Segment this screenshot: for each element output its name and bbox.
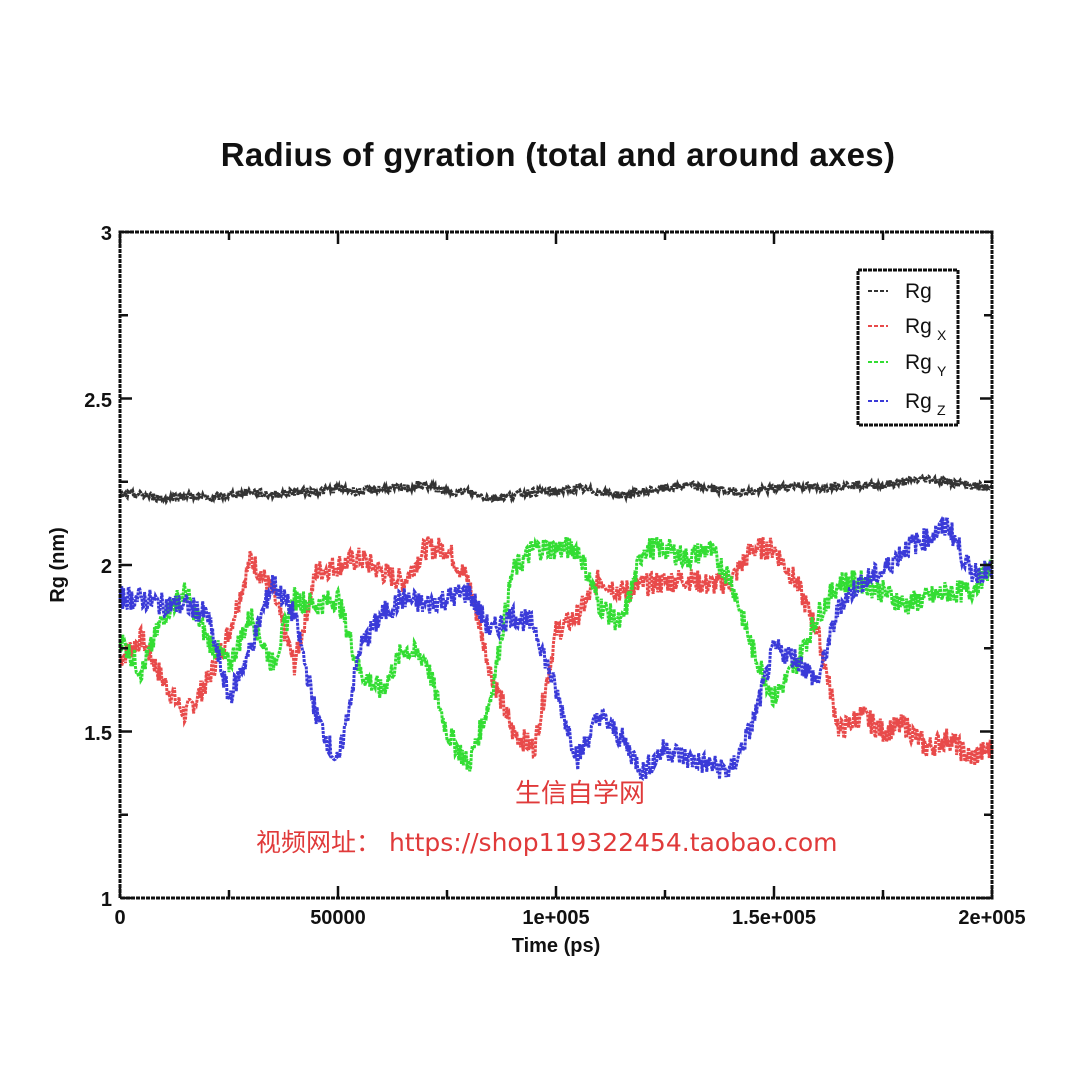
watermark-site-name: 生信自学网 xyxy=(514,779,645,809)
x-axis-label: Time (ps) xyxy=(512,935,601,957)
x-tick-label: 2e+005 xyxy=(958,907,1025,929)
watermark-url: 视频网址： https://shop119322454.taobao.com xyxy=(256,828,838,857)
legend-label-rgx: Rg xyxy=(905,315,932,338)
y-tick-label: 3 xyxy=(101,223,112,245)
series-line-rgx xyxy=(118,536,994,767)
legend: Rg Rg X Rg Y Rg Z xyxy=(856,268,960,427)
axis-ticks xyxy=(118,230,994,900)
legend-sub-rgy: Y xyxy=(937,363,947,379)
x-tick-label: 1.5e+005 xyxy=(732,907,816,929)
legend-label-rgz: Rg xyxy=(905,390,932,413)
series-layer xyxy=(118,473,994,782)
x-tick-label: 0 xyxy=(114,907,125,929)
legend-label-rgy: Rg xyxy=(905,351,932,374)
legend-sub-rgx: X xyxy=(937,327,947,343)
y-tick-label: 2 xyxy=(101,556,112,578)
series-line-rgz xyxy=(118,515,994,782)
legend-box xyxy=(856,268,960,427)
y-tick-label: 1 xyxy=(101,889,112,911)
y-axis-label: Rg (nm) xyxy=(47,527,69,603)
legend-label-rg: Rg xyxy=(905,280,932,303)
x-tick-label: 50000 xyxy=(310,907,366,929)
chart-title: Radius of gyration (total and around axe… xyxy=(220,136,896,173)
series-line-rgy xyxy=(118,535,993,772)
y-tick-label: 1.5 xyxy=(84,723,112,745)
y-tick-label: 2.5 xyxy=(84,390,112,412)
x-tick-label: 1e+005 xyxy=(522,907,589,929)
legend-sub-rgz: Z xyxy=(937,402,946,418)
series-line-rg xyxy=(118,473,994,506)
